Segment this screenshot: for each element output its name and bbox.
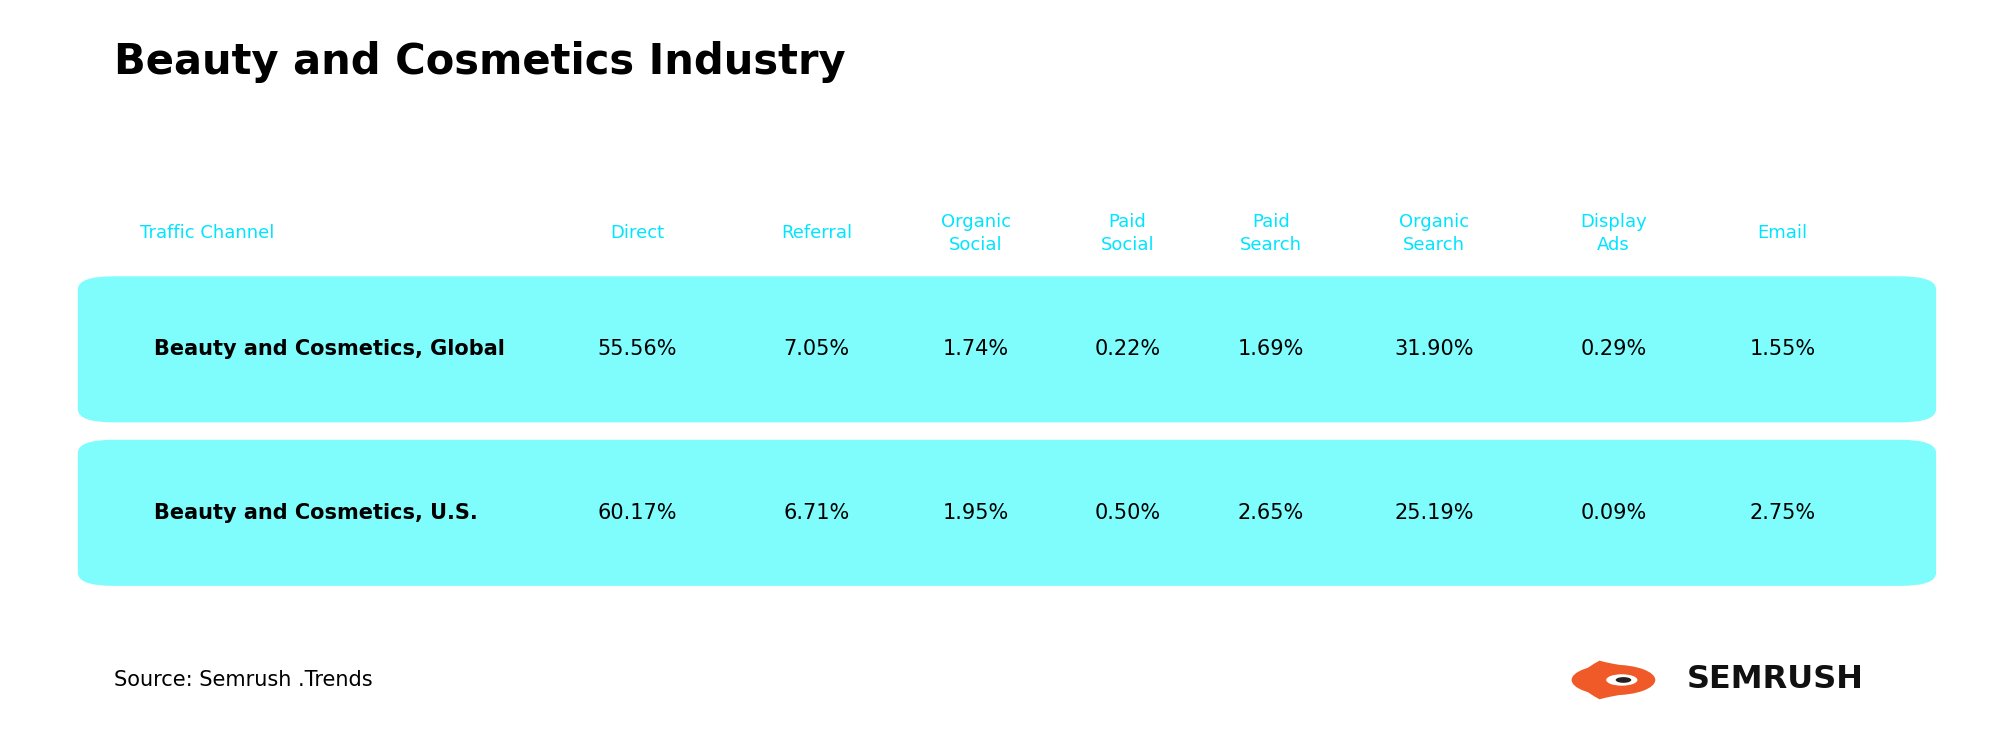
Text: 2.75%: 2.75% xyxy=(1750,503,1816,523)
Circle shape xyxy=(1606,674,1638,686)
Text: 1.55%: 1.55% xyxy=(1750,340,1816,359)
Text: 0.22%: 0.22% xyxy=(1094,340,1160,359)
Circle shape xyxy=(1572,664,1656,695)
Text: 1.69%: 1.69% xyxy=(1238,340,1304,359)
Text: 7.05%: 7.05% xyxy=(784,340,850,359)
Text: Referral: Referral xyxy=(782,224,852,242)
Text: Paid
Social: Paid Social xyxy=(1100,212,1154,254)
Text: Email: Email xyxy=(1758,224,1808,242)
Text: 25.19%: 25.19% xyxy=(1394,503,1474,523)
Text: Direct: Direct xyxy=(610,224,664,242)
FancyBboxPatch shape xyxy=(78,276,1936,423)
Text: Display
Ads: Display Ads xyxy=(1580,212,1646,254)
Text: 55.56%: 55.56% xyxy=(598,340,678,359)
Text: 1.95%: 1.95% xyxy=(942,503,1010,523)
Text: Paid
Search: Paid Search xyxy=(1240,212,1302,254)
Circle shape xyxy=(1616,677,1632,683)
FancyBboxPatch shape xyxy=(78,440,1936,586)
Text: Beauty and Cosmetics, U.S.: Beauty and Cosmetics, U.S. xyxy=(154,503,478,523)
Text: Beauty and Cosmetics Industry: Beauty and Cosmetics Industry xyxy=(114,40,846,82)
Text: Beauty and Cosmetics, Global: Beauty and Cosmetics, Global xyxy=(154,340,504,359)
Text: Source: Semrush .Trends: Source: Semrush .Trends xyxy=(114,670,372,690)
Text: 0.09%: 0.09% xyxy=(1580,503,1646,523)
Text: 0.50%: 0.50% xyxy=(1094,503,1160,523)
Text: Organic
Social: Organic Social xyxy=(942,212,1012,254)
Text: 0.29%: 0.29% xyxy=(1580,340,1646,359)
Text: 31.90%: 31.90% xyxy=(1394,340,1474,359)
Text: 2.65%: 2.65% xyxy=(1238,503,1304,523)
Text: 6.71%: 6.71% xyxy=(784,503,850,523)
PathPatch shape xyxy=(1578,661,1656,699)
Text: Organic
Search: Organic Search xyxy=(1400,212,1470,254)
Text: 60.17%: 60.17% xyxy=(598,503,678,523)
Text: SEMRUSH: SEMRUSH xyxy=(1688,664,1864,695)
Text: 1.74%: 1.74% xyxy=(944,340,1010,359)
Text: Traffic Channel: Traffic Channel xyxy=(140,224,274,242)
